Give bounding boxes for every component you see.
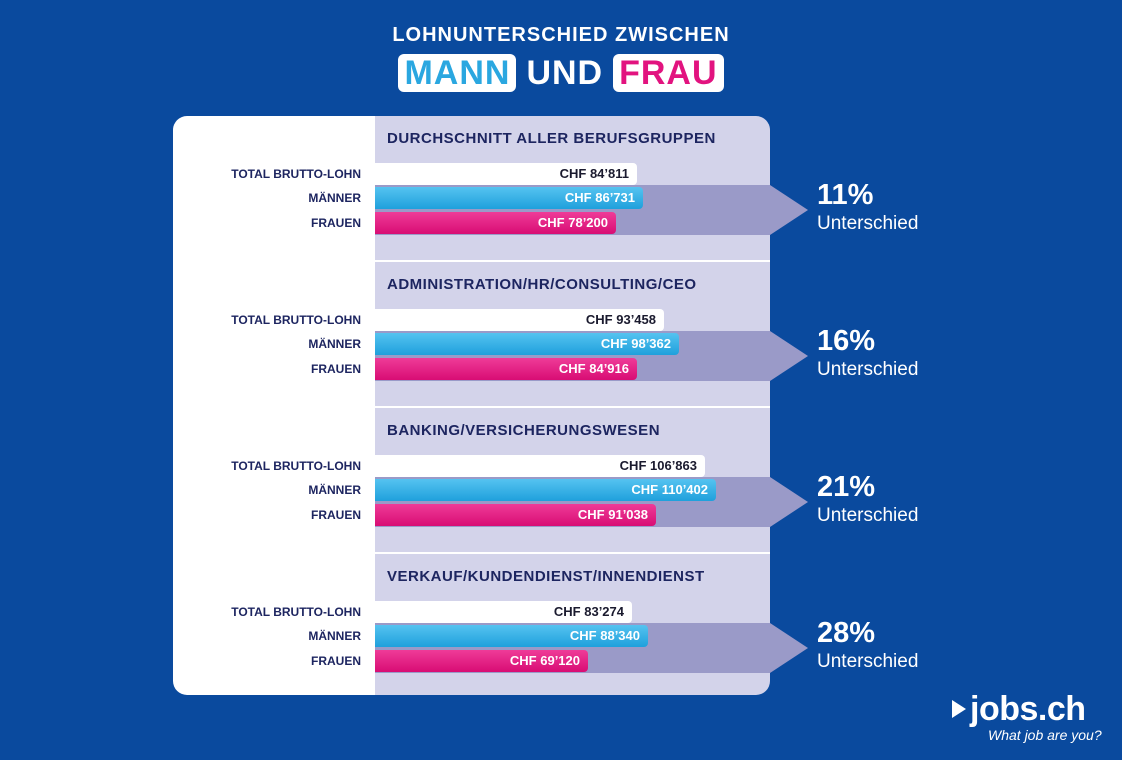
group-title: BANKING/VERSICHERUNGSWESEN xyxy=(387,422,661,439)
row-label-men: MÄNNER xyxy=(308,191,361,205)
bar-women: CHF 91’038 xyxy=(375,504,656,526)
tagline: What job are you? xyxy=(988,727,1102,743)
difference-percent: 16% xyxy=(817,325,876,357)
row-label-women: FRAUEN xyxy=(311,362,361,376)
bar-men: CHF 86’731 xyxy=(375,187,643,209)
difference-label: Unterschied xyxy=(817,359,919,380)
group-title: VERKAUF/KUNDENDIENST/INNENDIENST xyxy=(387,568,705,585)
group-title: ADMINISTRATION/HR/CONSULTING/CEO xyxy=(387,276,697,293)
bar-men: CHF 98’362 xyxy=(375,333,679,355)
title-line-2: MANN UND FRAU xyxy=(0,52,1122,93)
bar-total: CHF 106’863 xyxy=(375,455,705,477)
row-label-men: MÄNNER xyxy=(308,483,361,497)
group-title: DURCHSCHNITT ALLER BERUFSGRUPPEN xyxy=(387,130,716,147)
bar-total: CHF 93’458 xyxy=(375,309,664,331)
row-label-total: TOTAL BRUTTO-LOHN xyxy=(231,313,361,327)
bar-women: CHF 84’916 xyxy=(375,358,637,380)
title-word-mann: MANN xyxy=(398,54,517,93)
row-label-total: TOTAL BRUTTO-LOHN xyxy=(231,167,361,181)
title-word-und: UND xyxy=(526,53,604,92)
bar-women: CHF 69’120 xyxy=(375,650,588,672)
row-label-men: MÄNNER xyxy=(308,629,361,643)
bar-total: CHF 84’811 xyxy=(375,163,637,185)
difference-label: Unterschied xyxy=(817,505,919,526)
difference-percent: 28% xyxy=(817,617,876,649)
difference-label: Unterschied xyxy=(817,213,919,234)
bar-women: CHF 78’200 xyxy=(375,212,616,234)
difference-percent: 21% xyxy=(817,471,876,503)
row-label-women: FRAUEN xyxy=(311,216,361,230)
row-label-women: FRAUEN xyxy=(311,654,361,668)
labels-panel xyxy=(173,116,383,695)
row-label-men: MÄNNER xyxy=(308,337,361,351)
bar-men: CHF 88’340 xyxy=(375,625,648,647)
title-line-1: LOHNUNTERSCHIED ZWISCHEN xyxy=(392,24,730,46)
group-divider xyxy=(375,406,770,408)
row-label-total: TOTAL BRUTTO-LOHN xyxy=(231,459,361,473)
bar-total: CHF 83’274 xyxy=(375,601,632,623)
play-icon xyxy=(952,700,966,718)
jobs-logo[interactable]: jobs.ch xyxy=(952,690,1086,729)
row-label-total: TOTAL BRUTTO-LOHN xyxy=(231,605,361,619)
bar-men: CHF 110’402 xyxy=(375,479,716,501)
group-divider xyxy=(375,552,770,554)
difference-percent: 11% xyxy=(817,179,874,211)
group-divider xyxy=(375,260,770,262)
row-label-women: FRAUEN xyxy=(311,508,361,522)
logo-text: jobs.ch xyxy=(970,690,1086,728)
title-word-frau: FRAU xyxy=(613,54,724,93)
difference-label: Unterschied xyxy=(817,651,919,672)
